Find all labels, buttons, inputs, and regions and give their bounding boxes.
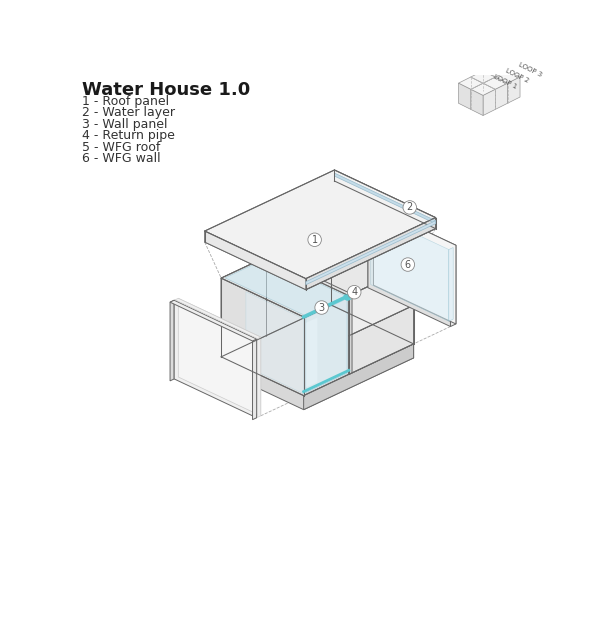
Text: Water House 1.0: Water House 1.0 [82, 81, 250, 99]
Polygon shape [266, 255, 352, 296]
Polygon shape [306, 221, 436, 285]
Polygon shape [371, 213, 449, 321]
Text: 6: 6 [405, 260, 411, 270]
Polygon shape [334, 173, 436, 224]
Polygon shape [170, 300, 257, 341]
Polygon shape [349, 265, 413, 374]
Polygon shape [205, 231, 306, 290]
Polygon shape [205, 181, 436, 290]
Text: 6 - WFG wall: 6 - WFG wall [82, 152, 161, 165]
Text: 3: 3 [319, 303, 325, 313]
Polygon shape [253, 339, 257, 420]
Polygon shape [458, 83, 471, 109]
Polygon shape [368, 206, 373, 287]
Text: LOOP 1: LOOP 1 [493, 74, 518, 90]
Polygon shape [496, 71, 520, 83]
Polygon shape [471, 71, 496, 83]
Text: 2 - Water layer: 2 - Water layer [82, 106, 175, 120]
Polygon shape [257, 337, 261, 418]
Polygon shape [306, 318, 317, 387]
Polygon shape [306, 218, 436, 290]
Polygon shape [221, 226, 413, 317]
Text: 1: 1 [311, 235, 318, 245]
Polygon shape [471, 89, 483, 116]
Text: LOOP 3: LOOP 3 [517, 61, 542, 77]
Polygon shape [458, 77, 483, 89]
Polygon shape [331, 305, 413, 358]
Text: 4 - Return pipe: 4 - Return pipe [82, 130, 175, 142]
Polygon shape [225, 259, 346, 315]
Polygon shape [306, 299, 347, 392]
Polygon shape [178, 298, 261, 416]
Polygon shape [373, 206, 456, 324]
Polygon shape [483, 89, 496, 116]
Polygon shape [246, 292, 304, 394]
Text: 4: 4 [351, 287, 357, 297]
Polygon shape [331, 226, 413, 344]
Polygon shape [174, 300, 257, 418]
Polygon shape [368, 209, 451, 326]
Text: 5: 5 [325, 260, 332, 269]
Polygon shape [349, 294, 352, 374]
Polygon shape [304, 344, 413, 409]
Polygon shape [221, 278, 304, 396]
Polygon shape [221, 226, 331, 357]
Polygon shape [349, 305, 413, 374]
Polygon shape [449, 247, 453, 321]
Polygon shape [349, 265, 413, 336]
Polygon shape [205, 170, 436, 279]
Polygon shape [451, 245, 456, 326]
Polygon shape [483, 77, 508, 89]
Polygon shape [471, 83, 496, 96]
Text: 3 - Wall panel: 3 - Wall panel [82, 118, 167, 131]
Polygon shape [221, 319, 413, 409]
Polygon shape [508, 77, 520, 103]
Polygon shape [170, 300, 174, 381]
Polygon shape [483, 65, 508, 77]
Polygon shape [175, 298, 261, 338]
Polygon shape [334, 170, 436, 228]
Polygon shape [221, 305, 413, 396]
Polygon shape [496, 83, 508, 109]
Text: LOOP 2: LOOP 2 [505, 67, 530, 84]
Text: 2: 2 [407, 203, 413, 213]
Text: 1 - Roof panel: 1 - Roof panel [82, 95, 169, 108]
Text: 5 - WFG roof: 5 - WFG roof [82, 141, 160, 154]
Polygon shape [368, 206, 456, 248]
